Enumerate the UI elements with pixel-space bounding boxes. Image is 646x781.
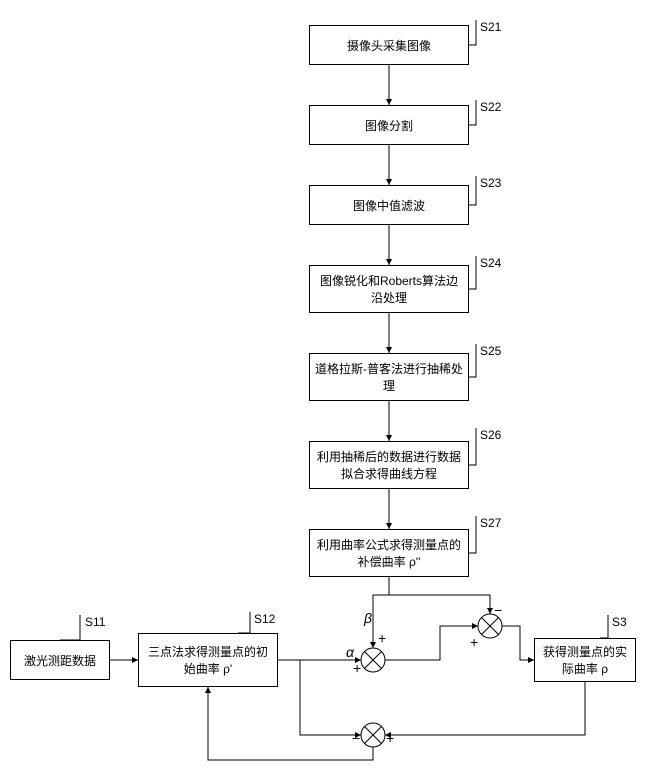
sign-p1: + <box>353 660 361 676</box>
label-s21: S21 <box>480 20 501 34</box>
box-s21-text: 摄像头采集图像 <box>347 37 431 54</box>
greek-beta: β <box>364 610 372 626</box>
box-s12-text: 三点法求得测量点的初始曲率 ρ' <box>143 643 273 677</box>
label-s11: S11 <box>85 615 105 629</box>
sign-p2: + <box>378 630 386 646</box>
box-s3: 获得测量点的实际曲率 ρ <box>534 638 636 682</box>
sign-m1: − <box>494 602 502 618</box>
box-s11-text: 激光测距数据 <box>24 652 96 669</box>
box-s25: 道格拉斯-普客法进行抽稀处理 <box>309 353 469 401</box>
box-s25-text: 道格拉斯-普客法进行抽稀处理 <box>314 360 464 394</box>
label-s24: S24 <box>480 256 501 270</box>
label-s22: S22 <box>480 100 501 114</box>
box-s23: 图像中值滤波 <box>309 185 469 225</box>
label-s12: S12 <box>254 612 275 626</box>
label-s27: S27 <box>480 516 501 530</box>
box-s3-text: 获得测量点的实际曲率 ρ <box>539 643 631 677</box>
box-s22-text: 图像分割 <box>365 117 413 134</box>
box-s26: 利用抽稀后的数据进行数据拟合求得曲线方程 <box>309 441 469 489</box>
sign-p4: + <box>386 730 394 746</box>
label-s26: S26 <box>480 428 501 442</box>
box-s21: 摄像头采集图像 <box>309 25 469 65</box>
box-s24-text: 图像锐化和Roberts算法边沿处理 <box>314 272 464 306</box>
label-s23: S23 <box>480 176 501 190</box>
label-s25: S25 <box>480 344 501 358</box>
box-s27-text: 利用曲率公式求得测量点的补偿曲率 ρ'' <box>314 536 464 570</box>
box-s11: 激光测距数据 <box>10 640 110 680</box>
box-s12: 三点法求得测量点的初始曲率 ρ' <box>138 633 278 687</box>
label-s3: S3 <box>612 615 627 629</box>
sign-m2: − <box>352 730 360 746</box>
box-s26-text: 利用抽稀后的数据进行数据拟合求得曲线方程 <box>314 448 464 482</box>
box-s23-text: 图像中值滤波 <box>353 197 425 214</box>
greek-alpha: α <box>346 644 354 660</box>
box-s27: 利用曲率公式求得测量点的补偿曲率 ρ'' <box>309 529 469 577</box>
box-s24: 图像锐化和Roberts算法边沿处理 <box>309 265 469 313</box>
sign-p3: + <box>470 634 478 650</box>
box-s22: 图像分割 <box>309 105 469 145</box>
